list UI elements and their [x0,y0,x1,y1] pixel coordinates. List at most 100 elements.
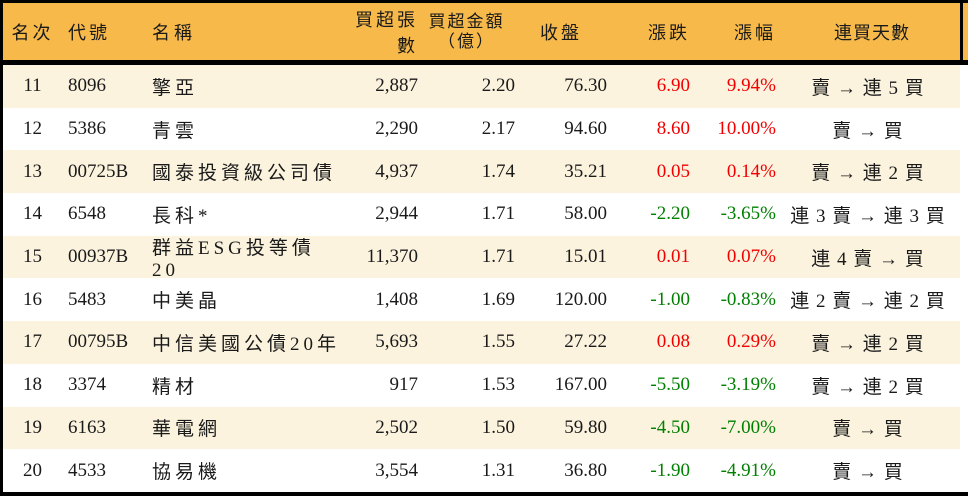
pct-cell: -3.19% [720,374,776,396]
close-cell: 35.21 [564,160,607,182]
code-cell: 00795B [68,331,129,353]
days-cell: 賣 → 買 [832,462,904,484]
change-cell: 0.05 [656,160,690,182]
table-row: 11 8096 擎亞 2,887 2.20 76.30 6.90 9.94% 賣… [3,65,960,108]
close-cell: 36.80 [564,459,607,481]
header-volume: 買超張數 [355,9,418,56]
table-row: 12 5386 青雲 2,290 2.17 94.60 8.60 10.00% … [3,107,960,151]
amount-cell: 2.17 [481,118,515,140]
change-cell: -2.20 [650,203,690,225]
pct-cell: 0.29% [726,331,776,353]
change-cell: 6.90 [656,75,690,97]
amount-cell: 1.55 [481,331,515,353]
days-cell: 賣 → 買 [832,419,904,441]
header-amount: 買超金額 （億） [418,12,515,51]
header-change: 漲跌 [648,22,690,43]
name-cell: 協易機 [152,462,222,484]
change-cell: 8.60 [656,118,690,140]
pct-cell: 0.07% [726,246,776,268]
amount-cell: 1.69 [481,288,515,310]
amount-cell: 1.53 [481,374,515,396]
close-cell: 15.01 [564,246,607,268]
days-cell: 連 4 賣 → 買 [811,248,925,270]
rank-cell: 12 [23,118,42,140]
table-row: 20 4533 協易機 3,554 1.31 36.80 -1.90 -4.91… [3,449,960,492]
name-cell: 群益ESG投等債20 [152,237,315,281]
pct-cell: 10.00% [717,118,776,140]
table-row: 18 3374 精材 917 1.53 167.00 -5.50 -3.19% … [3,363,960,407]
table-row: 14 6548 長科* 2,944 1.71 58.00 -2.20 -3.65… [3,193,960,236]
days-cell: 賣 → 連 2 買 [811,333,925,355]
code-cell: 00725B [68,160,129,182]
code-cell: 3374 [68,374,106,396]
amount-cell: 1.50 [481,416,515,438]
header-separator [3,60,968,65]
name-cell: 長科* [152,205,212,227]
rank-cell: 17 [23,331,42,353]
pct-cell: -7.00% [720,416,776,438]
close-cell: 94.60 [564,118,607,140]
table-body: 11 8096 擎亞 2,887 2.20 76.30 6.90 9.94% 賣… [3,65,968,492]
pct-cell: 9.94% [726,75,776,97]
header-close: 收盤 [540,22,582,43]
code-cell: 00937B [68,246,129,268]
header-name: 名稱 [152,22,196,43]
close-cell: 58.00 [564,203,607,225]
close-cell: 27.22 [564,331,607,353]
table-top-border [3,0,968,3]
amount-cell: 2.20 [481,75,515,97]
rank-cell: 15 [23,246,42,268]
close-cell: 167.00 [554,374,607,396]
days-cell: 連 2 賣 → 連 2 買 [790,291,946,313]
change-cell: -1.90 [650,459,690,481]
pct-cell: -3.65% [720,203,776,225]
table-header-row: 名次 代號 名稱 買超張數 買超金額 （億） 收盤 漲跌 漲幅 連買天數 [3,3,968,60]
table-row: 13 00725B 國泰投資級公司債 4,937 1.74 35.21 0.05… [3,150,960,194]
volume-cell: 3,554 [375,459,418,481]
volume-cell: 2,944 [375,203,418,225]
days-cell: 賣 → 連 2 買 [811,163,925,185]
name-cell: 中美晶 [152,291,222,313]
rank-cell: 16 [23,288,42,310]
header-amount-line1: 買超金額 [428,11,505,31]
change-cell: -1.00 [650,288,690,310]
header-right-border [960,3,963,60]
rank-cell: 14 [23,203,42,225]
volume-cell: 2,290 [375,118,418,140]
pct-cell: 0.14% [726,160,776,182]
volume-cell: 1,408 [375,288,418,310]
amount-cell: 1.71 [481,246,515,268]
name-cell: 青雲 [152,120,199,142]
name-cell: 擎亞 [152,77,199,99]
header-code: 代號 [68,22,110,43]
days-cell: 連 3 賣 → 連 3 買 [790,205,946,227]
change-cell: -5.50 [650,374,690,396]
table-bottom-border [3,491,968,496]
volume-cell: 5,693 [375,331,418,353]
change-cell: -4.50 [650,416,690,438]
volume-cell: 2,502 [375,416,418,438]
days-cell: 賣 → 連 2 買 [811,376,925,398]
rank-cell: 19 [23,416,42,438]
rank-cell: 18 [23,374,42,396]
rank-cell: 20 [23,459,42,481]
close-cell: 120.00 [554,288,607,310]
header-pct: 漲幅 [734,22,776,43]
header-days: 連買天數 [834,22,910,43]
close-cell: 59.80 [564,416,607,438]
volume-cell: 4,937 [375,160,418,182]
close-cell: 76.30 [564,75,607,97]
change-cell: 0.08 [656,331,690,353]
amount-cell: 1.71 [481,203,515,225]
name-cell: 中信美國公債20年 [152,333,341,355]
code-cell: 5483 [68,288,106,310]
code-cell: 4533 [68,459,106,481]
table-row: 16 5483 中美晶 1,408 1.69 120.00 -1.00 -0.8… [3,278,960,322]
rank-cell: 11 [23,75,42,97]
amount-cell: 1.74 [481,160,515,182]
days-cell: 賣 → 連 5 買 [811,77,925,99]
change-cell: 0.01 [656,246,690,268]
rank-cell: 13 [23,160,42,182]
volume-cell: 2,887 [375,75,418,97]
table-row: 15 00937B 群益ESG投等債20 11,370 1.71 15.01 0… [3,235,960,281]
